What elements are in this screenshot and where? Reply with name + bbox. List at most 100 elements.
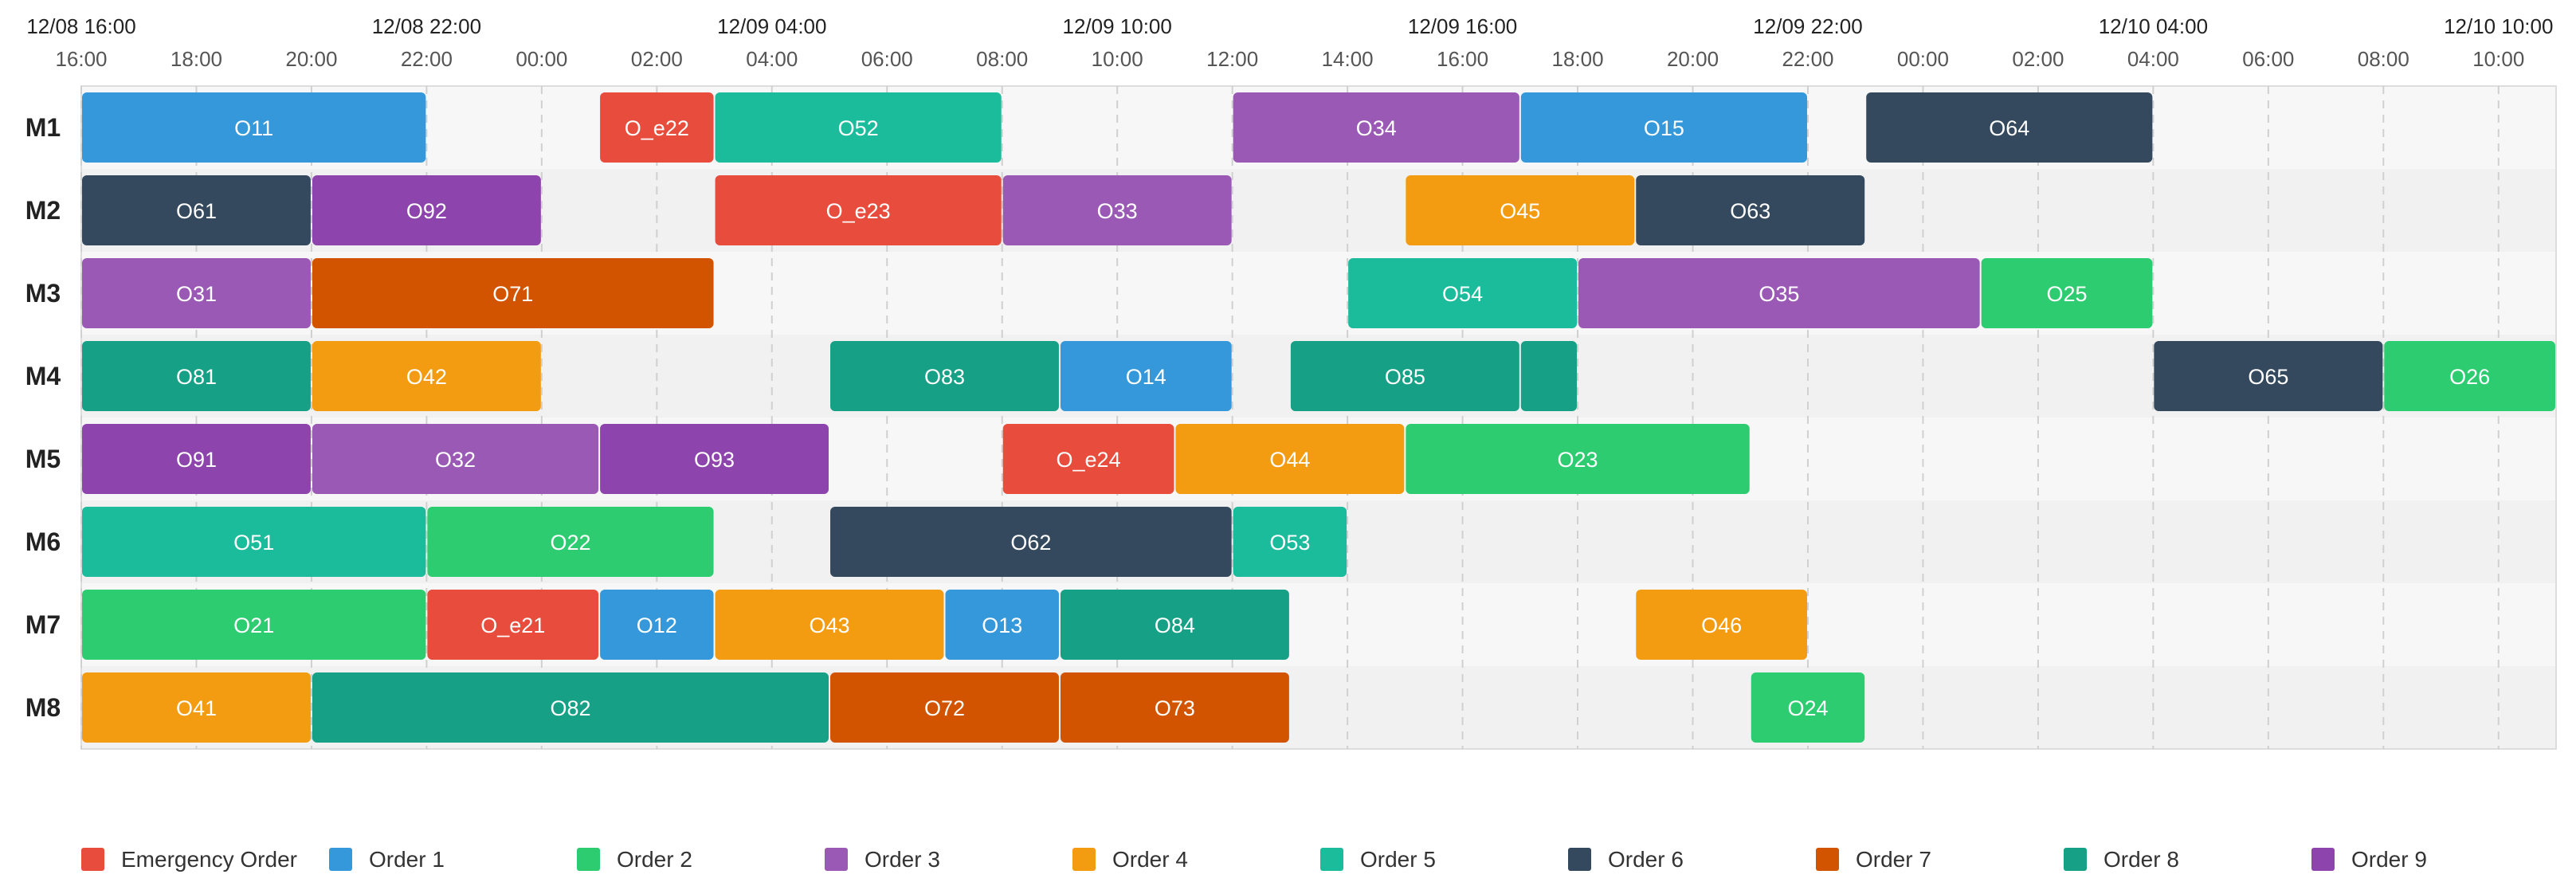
task-bar-o91[interactable]: O91 — [82, 424, 311, 494]
task-bar-rect[interactable] — [600, 424, 829, 494]
task-bar-o34[interactable]: O34 — [1233, 92, 1519, 163]
task-bar-rect[interactable] — [715, 92, 1002, 163]
task-bar-rect[interactable] — [2154, 341, 2383, 411]
task-bar-o15[interactable]: O15 — [1520, 92, 1807, 163]
task-bar-o25[interactable]: O25 — [1981, 258, 2153, 328]
task-bar-rect[interactable] — [1636, 175, 1865, 245]
task-bar-rect[interactable] — [1060, 590, 1289, 660]
task-bar-o_e24[interactable]: O_e24 — [1002, 424, 1174, 494]
task-bar-o32[interactable]: O32 — [312, 424, 599, 494]
task-label: O53 — [1269, 531, 1310, 555]
task-bar-rect[interactable] — [312, 672, 829, 743]
task-bar-rect[interactable] — [1060, 341, 1232, 411]
task-bar-rect[interactable] — [1002, 175, 1232, 245]
task-bar-rect[interactable] — [1520, 341, 1578, 411]
task-bar-o84[interactable]: O84 — [1060, 590, 1289, 660]
task-bar-rect[interactable] — [427, 507, 714, 577]
task-bar-rect[interactable] — [82, 341, 311, 411]
task-bar-o81[interactable]: O81 — [82, 341, 311, 411]
task-bar-rect[interactable] — [1866, 92, 2153, 163]
task-bar-rect[interactable] — [1520, 92, 1807, 163]
task-bar-rect[interactable] — [312, 341, 541, 411]
task-bar-o33[interactable]: O33 — [1002, 175, 1232, 245]
task-bar-o54[interactable]: O54 — [1348, 258, 1578, 328]
task-bar-o72[interactable]: O72 — [830, 672, 1059, 743]
minor-tick-label: 02:00 — [631, 47, 683, 71]
task-bar-rect[interactable] — [312, 175, 541, 245]
task-bar-o35[interactable]: O35 — [1578, 258, 1980, 328]
task-bar-o83[interactable]: O83 — [830, 341, 1059, 411]
task-bar-o92[interactable]: O92 — [312, 175, 541, 245]
task-bar-o21[interactable]: O21 — [82, 590, 426, 660]
task-bar-o53[interactable]: O53 — [1233, 507, 1347, 577]
task-bar-o14[interactable]: O14 — [1060, 341, 1232, 411]
task-bar-rect[interactable] — [600, 590, 714, 660]
task-bar-o13[interactable]: O13 — [945, 590, 1059, 660]
task-bar-o62[interactable]: O62 — [830, 507, 1232, 577]
task-bar-o44[interactable]: O44 — [1175, 424, 1405, 494]
minor-tick-label: 08:00 — [976, 47, 1028, 71]
task-bar-rect[interactable] — [82, 590, 426, 660]
task-bar-o24[interactable]: O24 — [1751, 672, 1865, 743]
task-bar-rect[interactable] — [1233, 507, 1347, 577]
task-bar-rect[interactable] — [1002, 424, 1174, 494]
task-bar-rect[interactable] — [945, 590, 1059, 660]
task-bar-rect[interactable] — [1751, 672, 1865, 743]
task-bar-rect[interactable] — [82, 672, 311, 743]
task-bar-o41[interactable]: O41 — [82, 672, 311, 743]
task-bar-rect[interactable] — [82, 507, 426, 577]
task-bar-rect[interactable] — [312, 424, 599, 494]
task-bar-o46[interactable]: O46 — [1636, 590, 1807, 660]
task-bar-rect[interactable] — [1175, 424, 1405, 494]
task-bar-o31[interactable]: O31 — [82, 258, 311, 328]
major-tick-label: 12/09 10:00 — [1063, 14, 1172, 38]
task-bar-o63[interactable]: O63 — [1636, 175, 1865, 245]
task-bar-rect[interactable] — [82, 424, 311, 494]
task-bar-o65[interactable]: O65 — [2154, 341, 2383, 411]
task-bar-rect[interactable] — [1060, 672, 1289, 743]
task-bar-o73[interactable]: O73 — [1060, 672, 1289, 743]
task-bar-o_e21[interactable]: O_e21 — [427, 590, 599, 660]
task-bar-o26[interactable]: O26 — [2384, 341, 2555, 411]
task-bar-o82[interactable]: O82 — [312, 672, 829, 743]
task-bar-o22[interactable]: O22 — [427, 507, 714, 577]
task-bar[interactable] — [1520, 341, 1578, 411]
time-axis: 16:00 18:00 20:00 22:00 00:00 02:00 04:00 06:00… — [26, 14, 2553, 71]
task-bar-rect[interactable] — [1348, 258, 1578, 328]
task-bar-rect[interactable] — [1578, 258, 1980, 328]
task-bar-o_e22[interactable]: O_e22 — [600, 92, 714, 163]
task-bar-rect[interactable] — [1406, 424, 1750, 494]
task-bar-rect[interactable] — [1406, 175, 1635, 245]
task-bar-rect[interactable] — [427, 590, 599, 660]
task-bar-rect[interactable] — [1233, 92, 1519, 163]
task-bar-o42[interactable]: O42 — [312, 341, 541, 411]
task-bar-rect[interactable] — [715, 175, 1002, 245]
task-bar-rect[interactable] — [715, 590, 944, 660]
task-bar-rect[interactable] — [82, 258, 311, 328]
task-bar-o45[interactable]: O45 — [1406, 175, 1635, 245]
task-bar-o64[interactable]: O64 — [1866, 92, 2153, 163]
task-bar-o11[interactable]: O11 — [82, 92, 426, 163]
task-bar-rect[interactable] — [830, 507, 1232, 577]
task-bar-rect[interactable] — [830, 672, 1059, 743]
task-bar-rect[interactable] — [1636, 590, 1807, 660]
task-bar-o52[interactable]: O52 — [715, 92, 1002, 163]
task-bar-rect[interactable] — [82, 175, 311, 245]
task-bar-o_e23[interactable]: O_e23 — [715, 175, 1002, 245]
task-bar-o93[interactable]: O93 — [600, 424, 829, 494]
task-bar-o43[interactable]: O43 — [715, 590, 944, 660]
task-bar-rect[interactable] — [2384, 341, 2555, 411]
task-bar-o61[interactable]: O61 — [82, 175, 311, 245]
task-bar-rect[interactable] — [82, 92, 426, 163]
task-bar-rect[interactable] — [830, 341, 1059, 411]
task-bar-o85[interactable]: O85 — [1290, 341, 1519, 411]
task-bar-o23[interactable]: O23 — [1406, 424, 1750, 494]
task-bar-o71[interactable]: O71 — [312, 258, 714, 328]
task-bar-rect[interactable] — [600, 92, 714, 163]
task-bar-o51[interactable]: O51 — [82, 507, 426, 577]
task-bar-rect[interactable] — [312, 258, 714, 328]
task-bar-o12[interactable]: O12 — [600, 590, 714, 660]
task-bar-rect[interactable] — [1981, 258, 2153, 328]
legend-label: Order 9 — [2351, 847, 2427, 872]
task-bar-rect[interactable] — [1290, 341, 1519, 411]
